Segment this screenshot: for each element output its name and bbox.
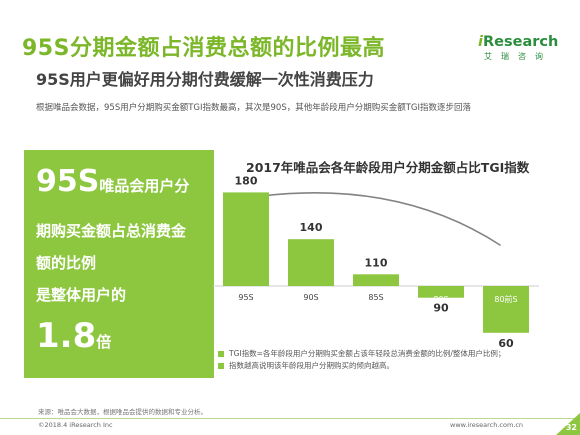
bar-value-label: 140 [300,221,323,234]
chart-legend: TGI指数=各年龄段用户分期购买金额占该年轻段总消费金额的比例/整体用户比例； … [218,348,505,372]
x-tick-label: 90S [303,293,318,302]
trend-curve [261,192,501,246]
highlight-line-1-rest: 唯品会用户分 [99,177,190,195]
logo-main-text: Research [482,34,559,50]
legend-swatch-1 [218,351,224,357]
legend-text-2: 指数越高说明该年龄段用户分期购买的倾向越高。 [229,361,394,370]
bar-value-label: 90 [433,302,449,315]
bar-80S [418,286,464,298]
footer-divider [0,418,580,419]
bar-value-label: 180 [235,174,258,187]
legend-item-2: 指数越高说明该年龄段用户分期购买的倾向越高。 [218,360,505,372]
iresearch-logo: iResearch 艾瑞咨询 [478,34,558,62]
highlight-value-line: 1.8倍 [36,316,111,356]
highlight-unit: 倍 [96,333,112,351]
page-number: 32 [556,413,580,435]
bar-value-label: 110 [365,256,388,269]
chart-title: 2017年唯品会各年龄段用户分期金额占比TGI指数 [246,160,530,175]
highlight-line-1: 95S唯品会用户分 [36,164,189,199]
source-note: 来源：唯品会大数据，根据唯品会提供的数据和专业分析。 [38,408,207,416]
page-number-text: 32 [565,423,577,432]
highlight-value: 1.8 [36,316,97,356]
highlight-line-3: 额的比例 [36,254,97,272]
page-title: 95S分期金额占消费总额的比例最高 [22,36,385,61]
copyright: ©2018.4 iResearch Inc [38,421,113,429]
logo-prefix: i [478,34,483,50]
website: www.iresearch.com.cn [450,421,524,429]
highlight-line-2: 期购买金额占总消费金 [36,222,187,240]
bar-85S [353,274,399,286]
x-tick-label: 80前S [494,294,517,304]
page-corner-icon [556,413,580,435]
legend-item-1: TGI指数=各年龄段用户分期购买金额占该年轻段总消费金额的比例/整体用户比例； [218,348,505,360]
bar-80前S [483,286,529,333]
page-description: 根据唯品会数据，95S用户分期购买金额TGI指数最高，其次是90S，其他年龄段用… [36,103,471,113]
x-tick-label: 80S [433,295,448,304]
bar-95S [223,192,269,286]
highlight-95s: 95S [36,164,100,199]
legend-swatch-2 [218,363,224,369]
x-tick-label: 95S [238,293,253,302]
highlight-panel: 95S唯品会用户分 期购买金额占总消费金 额的比例 是整体用户的 1.8倍 [24,150,214,378]
logo-sub-text: 艾瑞咨询 [484,52,552,61]
page-subtitle: 95S用户更偏好用分期付费缓解一次性消费压力 [36,70,374,89]
legend-text-1: TGI指数=各年龄段用户分期购买金额占该年轻段总消费金额的比例/整体用户比例； [229,349,506,358]
x-tick-label: 85S [368,293,383,302]
bar-value-label: 60 [498,337,514,350]
bar-90S [288,239,334,286]
highlight-line-4: 是整体用户的 [36,286,127,304]
